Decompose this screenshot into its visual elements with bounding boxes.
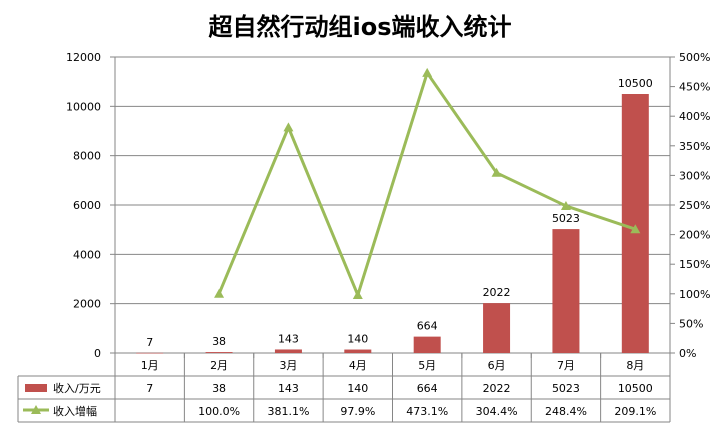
y-left-tick-label: 0 bbox=[94, 347, 101, 360]
y-right-tick-label: 400% bbox=[679, 110, 710, 123]
line-marker bbox=[283, 122, 294, 132]
table-cell: 38 bbox=[212, 382, 226, 395]
y-right-tick-label: 450% bbox=[679, 81, 710, 94]
x-tick-label: 8月 bbox=[626, 359, 644, 372]
bar bbox=[274, 349, 302, 353]
table-cell: 100.0% bbox=[198, 405, 240, 418]
bar bbox=[205, 352, 233, 353]
y-left-tick-label: 2000 bbox=[73, 298, 101, 311]
axes: 0 2000 4000 6000 8000 10000 12000 0% 50% 100% 150%… bbox=[66, 51, 710, 360]
line-marker bbox=[352, 290, 363, 300]
y-left-tick-label: 4000 bbox=[73, 248, 101, 261]
x-tick-label: 3月 bbox=[279, 359, 297, 372]
y-right-tick-label: 0% bbox=[679, 347, 696, 360]
bar-data-label: 38 bbox=[212, 335, 226, 348]
chart-title: 超自然行动组ios端收入统计 bbox=[209, 13, 512, 41]
legend-label-bar: 收入/万元 bbox=[53, 381, 101, 395]
table-cell: 209.1% bbox=[614, 405, 656, 418]
y-right-tick-label: 500% bbox=[679, 51, 710, 64]
table-cell: 381.1% bbox=[267, 405, 309, 418]
y-right-tick-label: 50% bbox=[679, 317, 703, 330]
x-tick-label: 7月 bbox=[557, 359, 575, 372]
x-tick-label: 1月 bbox=[141, 359, 159, 372]
y-left-tick-label: 6000 bbox=[73, 199, 101, 212]
legend-swatch-marker bbox=[31, 405, 41, 414]
bar bbox=[552, 229, 580, 353]
x-tick-label: 5月 bbox=[418, 359, 436, 372]
bar-data-labels: 7 38 143 140 664 2022 5023 10500 bbox=[146, 77, 653, 349]
bar-data-label: 10500 bbox=[618, 77, 653, 90]
line-series bbox=[214, 67, 641, 300]
table-cell: 473.1% bbox=[406, 405, 448, 418]
line-marker bbox=[630, 224, 641, 234]
line-marker bbox=[560, 200, 571, 210]
table-cell: 140 bbox=[347, 382, 368, 395]
y-right-tick-label: 200% bbox=[679, 229, 710, 242]
y-right-tick-label: 300% bbox=[679, 169, 710, 182]
table-cell: 5023 bbox=[552, 382, 580, 395]
table-cell: 10500 bbox=[618, 382, 653, 395]
bar-data-label: 5023 bbox=[552, 212, 580, 225]
y-right-tick-label: 150% bbox=[679, 258, 710, 271]
line-marker bbox=[422, 67, 433, 77]
bar bbox=[136, 352, 164, 354]
y-left-tick-label: 10000 bbox=[66, 100, 101, 113]
bar bbox=[483, 303, 511, 353]
table-cell: 97.9% bbox=[340, 405, 375, 418]
bar-data-label: 664 bbox=[417, 320, 438, 333]
bar bbox=[344, 349, 372, 353]
bar-data-label: 7 bbox=[146, 336, 153, 349]
table-cell: 7 bbox=[146, 382, 153, 395]
bar bbox=[413, 336, 441, 353]
bar-series bbox=[136, 94, 649, 354]
table-cell: 664 bbox=[417, 382, 438, 395]
bar-data-label: 2022 bbox=[483, 286, 511, 299]
line-marker bbox=[491, 167, 502, 177]
y-right-tick-label: 350% bbox=[679, 140, 710, 153]
y-left-tick-label: 8000 bbox=[73, 150, 101, 163]
y-right-tick-label: 250% bbox=[679, 199, 710, 212]
x-tick-label: 4月 bbox=[349, 359, 367, 372]
legend-label-line: 收入增幅 bbox=[53, 404, 97, 418]
bar bbox=[621, 94, 649, 353]
y-left-tick-label: 12000 bbox=[66, 51, 101, 64]
table-cell: 248.4% bbox=[545, 405, 587, 418]
table-cell: 304.4% bbox=[476, 405, 518, 418]
line-marker bbox=[214, 288, 225, 298]
x-tick-label: 6月 bbox=[488, 359, 506, 372]
y-right-tick-label: 100% bbox=[679, 288, 710, 301]
legend-swatch-bar bbox=[25, 384, 47, 392]
table-cell: 2022 bbox=[483, 382, 511, 395]
bar-data-label: 140 bbox=[347, 333, 368, 346]
table-cell: 143 bbox=[278, 382, 299, 395]
x-tick-label: 2月 bbox=[210, 359, 228, 372]
bar-data-label: 143 bbox=[278, 332, 299, 345]
